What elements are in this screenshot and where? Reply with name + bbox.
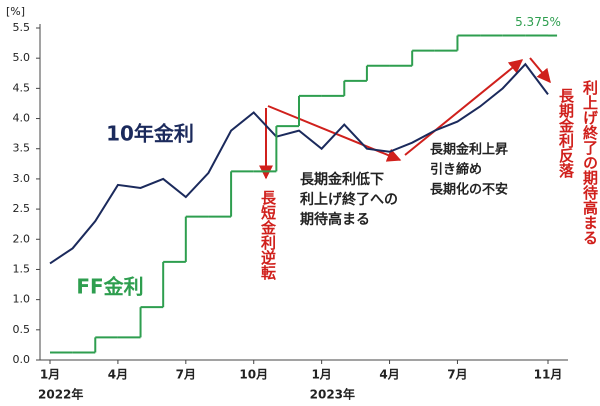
annotation: 長期金利低下 bbox=[300, 171, 384, 188]
arrow bbox=[529, 57, 551, 84]
x-tick-label: 11月 bbox=[534, 368, 563, 382]
x-tick-label: 1月 bbox=[311, 368, 331, 382]
value-label: 5.375% bbox=[515, 15, 561, 29]
y-tick-label: 0.5 bbox=[13, 323, 31, 336]
y-unit-label: [%] bbox=[6, 5, 25, 18]
y-tick-label: 3.0 bbox=[13, 172, 31, 185]
x-tick-label: 7月 bbox=[176, 368, 196, 382]
y-tick-label: 1.0 bbox=[13, 293, 31, 306]
annotation: 利上げ終了の期待高まる bbox=[581, 79, 599, 245]
y-tick-label: 3.5 bbox=[13, 142, 31, 155]
arrow bbox=[404, 59, 524, 156]
x-tick-label: 4月 bbox=[108, 368, 128, 382]
series-label: 10年金利 bbox=[106, 122, 194, 146]
year-label: 2023年 bbox=[310, 387, 355, 402]
line-series bbox=[49, 62, 549, 265]
x-tick-label: 1月 bbox=[40, 368, 60, 382]
annotation: 期待高まる bbox=[300, 211, 370, 228]
y-tick-label: 4.5 bbox=[13, 81, 31, 94]
x-tick-label: 7月 bbox=[447, 368, 467, 382]
annotation: 長期金利反落 bbox=[557, 88, 575, 179]
y-tick-label: 2.0 bbox=[13, 232, 31, 245]
y-tick-label: 2.5 bbox=[13, 202, 31, 215]
annotation: 引き締め bbox=[430, 162, 482, 178]
series-label: FF金利 bbox=[76, 275, 143, 299]
y-tick-label: 5.0 bbox=[13, 51, 31, 64]
y-tick-label: 4.0 bbox=[13, 112, 31, 125]
annotation: 利上げ終了への bbox=[300, 191, 398, 208]
annotation: 長期化の不安 bbox=[430, 182, 508, 198]
annotation: 長短金利逆転 bbox=[259, 190, 277, 281]
x-tick-label: 10月 bbox=[239, 368, 268, 382]
y-tick-label: 1.5 bbox=[13, 262, 31, 275]
year-label: 2022年 bbox=[38, 387, 83, 402]
x-tick-label: 4月 bbox=[379, 368, 399, 382]
annotation: 長期金利上昇 bbox=[430, 142, 508, 158]
y-tick-label: 0.0 bbox=[13, 353, 31, 366]
y-tick-label: 5.5 bbox=[13, 21, 31, 34]
